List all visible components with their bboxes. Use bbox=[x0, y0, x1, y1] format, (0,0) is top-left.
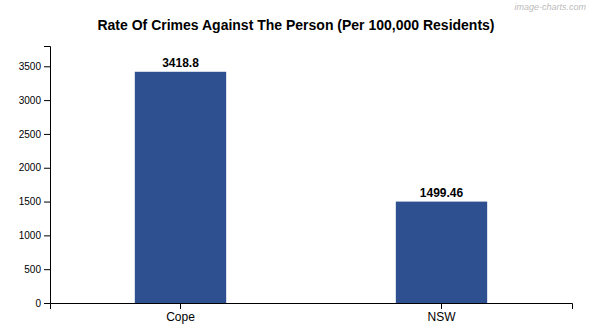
annotation: image-charts.com bbox=[514, 2, 586, 12]
chart-svg: image-charts.com Rate Of Crimes Against T… bbox=[0, 0, 592, 333]
y-tick-mark bbox=[44, 202, 50, 203]
y-tick-mark bbox=[44, 134, 50, 135]
y-tick: 0 bbox=[35, 298, 50, 309]
y-tick: 3500 bbox=[19, 61, 50, 72]
y-tick-label: 3500 bbox=[19, 61, 42, 72]
y-tick: 1000 bbox=[19, 230, 50, 241]
y-tick: 2000 bbox=[19, 162, 50, 173]
chart-container: image-charts.com Rate Of Crimes Against T… bbox=[0, 0, 592, 333]
y-tick: 500 bbox=[24, 264, 50, 275]
bar bbox=[396, 202, 487, 303]
x-tick-label: Cope bbox=[166, 310, 195, 324]
y-tick-label: 0 bbox=[35, 298, 41, 309]
y-tick-label: 2000 bbox=[19, 162, 42, 173]
x-tick-mark bbox=[180, 303, 181, 309]
bar bbox=[135, 72, 226, 303]
data-label: 3418.8 bbox=[162, 56, 199, 70]
x-axis-line bbox=[51, 304, 573, 310]
plot: 0 500 1000 1500 2000 2500 3000 3500 Cope NSW 3418.… bbox=[19, 47, 573, 324]
data-label: 1499.46 bbox=[420, 186, 464, 200]
y-tick-label: 1000 bbox=[19, 230, 42, 241]
y-axis-line bbox=[44, 47, 51, 304]
y-tick-mark bbox=[44, 269, 50, 270]
y-tick-label: 1500 bbox=[19, 196, 42, 207]
x-axis: Cope NSW bbox=[51, 303, 573, 324]
y-tick-mark bbox=[44, 66, 50, 67]
y-tick-label: 500 bbox=[24, 264, 41, 275]
data-labels: 3418.8 1499.46 bbox=[162, 56, 463, 200]
y-tick: 1500 bbox=[19, 196, 50, 207]
bars bbox=[135, 72, 487, 303]
title: Rate Of Crimes Against The Person (Per 1… bbox=[97, 17, 494, 33]
y-axis: 0 500 1000 1500 2000 2500 3000 3500 bbox=[19, 47, 51, 309]
y-tick: 3000 bbox=[19, 95, 50, 106]
y-tick-label: 3000 bbox=[19, 95, 42, 106]
y-tick-mark bbox=[44, 235, 50, 236]
y-tick-mark bbox=[44, 100, 50, 101]
x-tick: NSW bbox=[428, 303, 457, 324]
y-tick-mark bbox=[44, 303, 50, 304]
x-tick: Cope bbox=[166, 303, 195, 324]
y-tick-mark bbox=[44, 168, 50, 169]
y-tick: 2500 bbox=[19, 129, 50, 140]
x-tick-mark bbox=[441, 303, 442, 309]
x-tick-label: NSW bbox=[428, 310, 457, 324]
y-tick-label: 2500 bbox=[19, 129, 42, 140]
